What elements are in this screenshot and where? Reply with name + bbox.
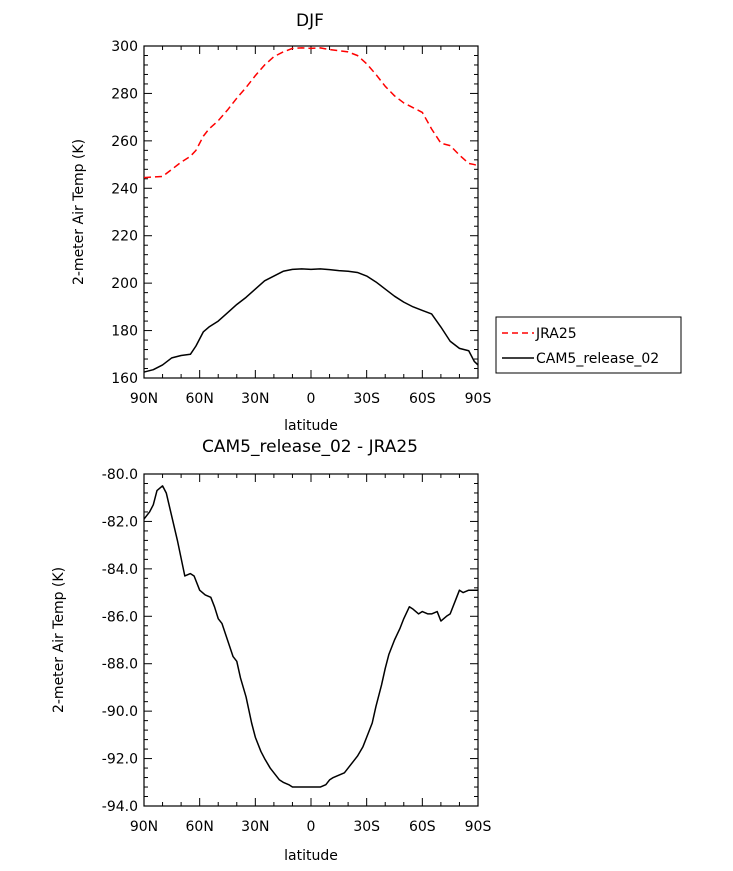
y-tick-label: 260 [111,134,138,150]
x-tick-label: 30S [353,819,380,835]
x-axis-title: latitude [284,418,338,434]
x-tick-label: 90N [130,819,158,835]
x-tick-label: 0 [307,819,316,835]
x-tick-label: 60S [409,819,436,835]
x-tick-labels: 90N 60N 30N 0 30S 60S 90S [130,819,492,835]
y-tick-label: 280 [111,86,138,102]
y-tick-label: -82.0 [102,514,138,530]
x-tick-labels: 90N 60N 30N 0 30S 60S 90S [130,391,492,407]
y-tick-label: 160 [111,371,138,387]
x-tick-label: 30N [241,819,269,835]
x-tick-label: 60S [409,391,436,407]
series-line-jra25 [143,47,479,179]
y-tick-label: -90.0 [102,704,138,720]
tick-marks [143,473,479,807]
x-tick-label: 60N [186,391,214,407]
x-tick-label: 60N [186,819,214,835]
legend-box [495,316,682,374]
y-axis-title: 2-meter Air Temp (K) [51,567,67,713]
chart-title: CAM5_release_02 - JRA25 [202,437,418,457]
x-tick-label: 90S [465,819,492,835]
series-group [143,47,479,373]
x-tick-label: 30N [241,391,269,407]
y-axis-title: 2-meter Air Temp (K) [71,139,87,285]
x-tick-label: 30S [353,391,380,407]
legend: JRA25 CAM5_release_02 [495,316,682,374]
tick-marks [143,45,479,379]
temperature-panel: DJF 90N 60N 30N 0 30S 60S 90S 160 180 200 220 240 2… [71,11,682,434]
x-tick-label: 90N [130,391,158,407]
legend-label-cam5: CAM5_release_02 [536,351,659,367]
y-tick-label: -80.0 [102,467,138,483]
x-tick-label: 90S [465,391,492,407]
chart-title: DJF [296,11,324,31]
y-tick-label: -84.0 [102,562,138,578]
y-tick-labels: -94.0 -92.0 -90.0 -88.0 -86.0 -84.0 -82.0 -80.0 [102,467,138,815]
series-group [143,485,478,788]
y-tick-label: -88.0 [102,657,138,673]
x-axis-title: latitude [284,848,338,864]
legend-label-jra25: JRA25 [535,326,577,342]
y-tick-label: 200 [111,276,138,292]
series-line-cam5-release-02 [143,268,479,373]
y-tick-label: -94.0 [102,799,138,815]
y-tick-label: 180 [111,324,138,340]
difference-panel: CAM5_release_02 - JRA25 90N 60N 30N 0 30S 60S… [51,437,491,864]
x-tick-label: 0 [307,391,316,407]
series-line-cam5-release-02-jra25 [143,485,478,788]
plot-frame [143,45,479,379]
y-tick-label: -92.0 [102,752,138,768]
y-tick-label: 240 [111,181,138,197]
y-tick-label: 220 [111,229,138,245]
y-tick-label: 300 [111,39,138,55]
plot-frame [143,473,479,807]
y-tick-label: -86.0 [102,609,138,625]
y-tick-labels: 160 180 200 220 240 260 280 300 [111,39,138,387]
